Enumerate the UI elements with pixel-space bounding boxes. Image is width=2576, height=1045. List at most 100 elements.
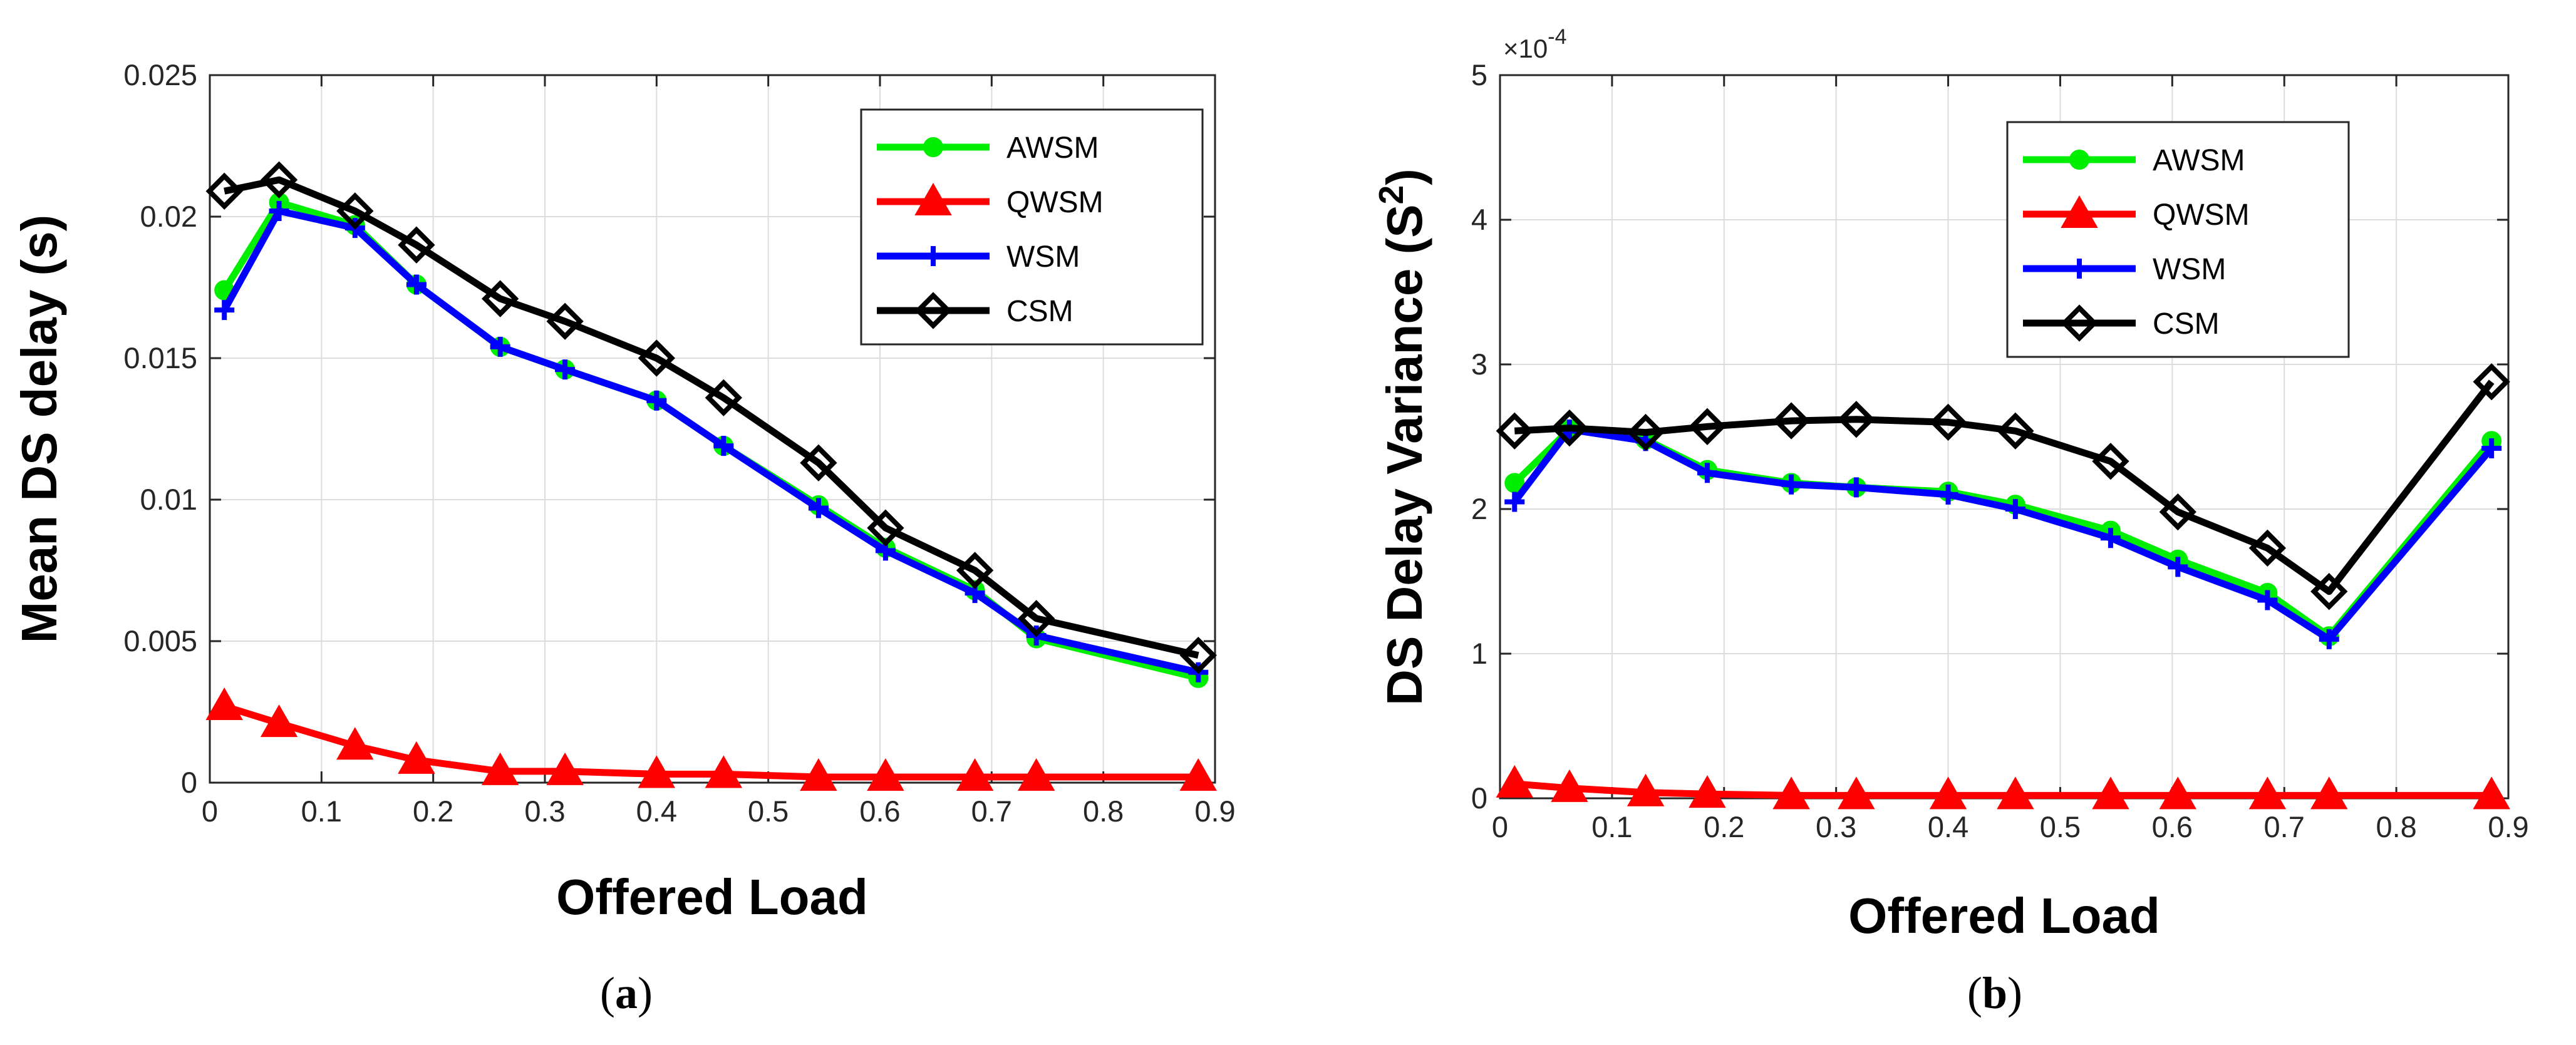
x-tick-label: 0.7 <box>971 795 1012 828</box>
data-point-wsm <box>1697 463 1717 483</box>
x-tick-label: 0.4 <box>636 795 677 828</box>
data-point-csm <box>956 552 994 589</box>
y-tick-label: 0.015 <box>123 341 197 374</box>
x-tick-label: 0.9 <box>2488 810 2528 843</box>
exponent-power-b: -4 <box>1548 25 1566 49</box>
legend-label: WSM <box>1006 240 1080 274</box>
series-csm <box>1496 363 2510 610</box>
data-point-qwsm <box>260 704 298 738</box>
data-point-wsm <box>646 390 667 411</box>
y-axis-label-b-main: DS Delay Variance (S <box>1377 204 1432 705</box>
y-tick-label: 0 <box>181 766 197 799</box>
data-point-csm <box>867 509 904 547</box>
data-point-qwsm <box>1838 776 1875 810</box>
legend-item-awsm: AWSM <box>877 131 1099 165</box>
x-tick-label: 0.1 <box>301 795 342 828</box>
legend-box <box>2006 121 2350 358</box>
series-qwsm <box>1496 764 2510 810</box>
x-axis-label-b: Offered Load <box>1848 888 2160 944</box>
data-point-wsm <box>2100 528 2121 548</box>
y-axis-exponent-b: ×10-4 <box>1503 25 1566 63</box>
axis-ticks-b: 0 0.1 0.2 0.3 0.4 0.5 0.6 0.7 0.8 0.9 0 1 2 3 4 5 <box>1471 58 2529 843</box>
legend-item-wsm: WSM <box>877 240 1080 274</box>
y-tick-label: 5 <box>1471 58 1487 91</box>
data-point-wsm <box>808 498 829 518</box>
data-point-csm <box>1179 636 1217 674</box>
data-point-csm <box>1772 402 1810 440</box>
series-qwsm <box>205 687 1217 791</box>
series-wsm <box>1504 419 2502 649</box>
legend-marker-awsm <box>923 137 943 157</box>
legend-label: AWSM <box>2153 144 2245 177</box>
series-line-csm <box>1514 379 2495 595</box>
series-line-qwsm <box>223 703 1199 781</box>
data-point-csm <box>2310 573 2348 610</box>
data-point-qwsm <box>1772 776 1810 810</box>
data-point-csm <box>1929 403 1967 441</box>
data-point-qwsm <box>481 752 519 785</box>
data-point-csm <box>705 379 742 416</box>
chart-panel-b: 0 0.1 0.2 0.3 0.4 0.5 0.6 0.7 0.8 0.9 0 1 2 3 4 5 AWSM Q… <box>1372 25 2529 1018</box>
x-tick-label: 0.5 <box>2040 810 2081 843</box>
legend-item-qwsm: QWSM <box>2023 195 2250 232</box>
x-tick-label: 0.2 <box>413 795 453 828</box>
data-point-csm <box>2248 529 2287 567</box>
y-axis-label-a: Mean DS delay (s) <box>11 215 67 644</box>
legend-marker-csm <box>2061 304 2098 342</box>
x-tick-label: 0.3 <box>524 795 565 828</box>
legend-marker-wsm <box>2069 259 2089 279</box>
data-point-qwsm <box>800 758 837 791</box>
data-point-csm <box>800 444 837 481</box>
legend-item-awsm: AWSM <box>2023 144 2245 177</box>
y-tick-label: 0.005 <box>123 624 197 657</box>
y-tick-label: 0.025 <box>123 58 197 91</box>
data-point-csm <box>1689 408 1726 445</box>
legend-item-csm: CSM <box>877 292 1073 329</box>
data-point-qwsm <box>1496 764 1533 798</box>
legend-marker-wsm <box>923 246 943 266</box>
caption-b: (b) <box>1967 968 2022 1018</box>
legend-item-wsm: WSM <box>2023 253 2226 286</box>
data-point-qwsm <box>1179 758 1217 791</box>
axis-ticks-a: 0 0.1 0.2 0.3 0.4 0.5 0.6 0.7 0.8 0.9 0 0.005 0.01 0.… <box>123 58 1235 828</box>
series-line-qwsm <box>1514 780 2492 799</box>
x-tick-label: 0 <box>202 795 218 828</box>
legend-label: CSM <box>1006 295 1073 328</box>
data-point-qwsm <box>1689 775 1726 808</box>
data-point-qwsm <box>956 758 994 791</box>
data-point-wsm <box>2319 629 2339 649</box>
data-point-wsm <box>1846 477 1866 498</box>
series-csm <box>205 161 1217 674</box>
data-point-csm <box>336 192 374 230</box>
data-point-qwsm <box>2473 776 2510 810</box>
y-axis-label-b-end: ) <box>1377 168 1432 185</box>
data-point-csm <box>1496 412 1533 450</box>
data-point-wsm <box>1504 492 1525 512</box>
y-tick-label: 3 <box>1471 347 1487 381</box>
legend-label: AWSM <box>1006 131 1099 165</box>
data-point-csm <box>482 280 519 317</box>
series-group-a <box>205 161 1217 791</box>
x-tick-label: 0.4 <box>1928 810 1968 843</box>
data-point-csm <box>398 226 435 264</box>
legend-label: QWSM <box>2153 198 2250 232</box>
data-point-csm <box>2159 493 2196 531</box>
x-tick-label: 0.5 <box>748 795 789 828</box>
y-tick-label: 2 <box>1471 492 1487 525</box>
data-point-qwsm <box>336 727 374 760</box>
legend-label: QWSM <box>1006 186 1104 219</box>
chart-panel-a: 0 0.1 0.2 0.3 0.4 0.5 0.6 0.7 0.8 0.9 0 0.005 0.01 0.… <box>11 58 1236 1018</box>
data-point-wsm <box>1938 484 1958 505</box>
data-point-qwsm <box>1997 776 2034 810</box>
data-point-qwsm <box>2092 776 2129 810</box>
data-point-qwsm <box>2310 776 2348 810</box>
data-point-csm <box>1838 401 1875 438</box>
data-point-qwsm <box>1551 769 1588 802</box>
data-point-wsm <box>2168 557 2188 577</box>
data-point-qwsm <box>867 758 904 791</box>
data-point-wsm <box>555 359 576 380</box>
legend-a: AWSM QWSM WSM CSM <box>860 108 1204 346</box>
y-axis-label-b-sup: 2 <box>1372 185 1410 205</box>
data-point-wsm <box>214 300 235 321</box>
